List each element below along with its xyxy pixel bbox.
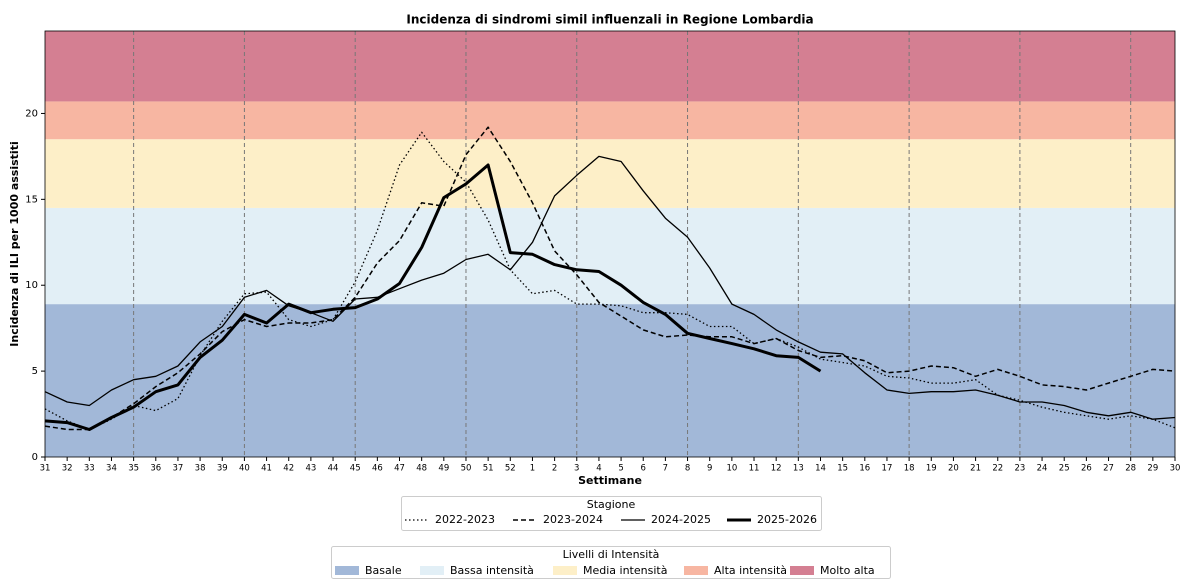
x-tick-label: 28 — [1125, 464, 1136, 474]
legend-title: Stagione — [587, 498, 636, 511]
bands-legend-swatch — [420, 566, 444, 575]
x-tick-label: 24 — [1037, 464, 1048, 474]
legend-label: 2022-2023 — [435, 513, 495, 526]
x-tick-label: 22 — [992, 464, 1003, 474]
x-tick-label: 42 — [283, 464, 294, 474]
intensity-band — [45, 101, 1175, 140]
intensity-band — [45, 304, 1175, 457]
bands-legend-title: Livelli di Intensità — [563, 548, 660, 561]
x-tick-label: 11 — [749, 464, 760, 474]
x-tick-label: 46 — [372, 464, 383, 474]
bands-legend-label: Media intensità — [583, 564, 667, 577]
x-tick-label: 21 — [970, 464, 981, 474]
x-tick-label: 48 — [416, 464, 427, 474]
x-tick-label: 29 — [1147, 464, 1158, 474]
bands-legend-label: Alta intensità — [714, 564, 787, 577]
x-tick-label: 30 — [1170, 464, 1181, 474]
y-tick-label: 10 — [25, 280, 38, 291]
x-tick-label: 41 — [261, 464, 272, 474]
x-tick-label: 40 — [239, 464, 250, 474]
x-tick-label: 33 — [84, 464, 95, 474]
x-tick-label: 5 — [618, 464, 623, 474]
x-tick-label: 7 — [663, 464, 668, 474]
intensity-band — [45, 31, 1175, 102]
bands-legend-label: Basale — [365, 564, 402, 577]
x-tick-label: 26 — [1081, 464, 1092, 474]
x-tick-label: 38 — [195, 464, 206, 474]
x-tick-label: 12 — [771, 464, 782, 474]
x-tick-label: 18 — [904, 464, 915, 474]
x-tick-label: 20 — [948, 464, 959, 474]
legend-label: 2025-2026 — [757, 513, 817, 526]
bands-legend-label: Molto alta — [820, 564, 875, 577]
x-tick-label: 15 — [837, 464, 848, 474]
bands-legend-swatch — [684, 566, 708, 575]
bands-legend-box — [331, 546, 891, 579]
x-tick-label: 27 — [1103, 464, 1114, 474]
x-tick-label: 14 — [815, 464, 826, 474]
x-tick-label: 6 — [641, 464, 646, 474]
x-tick-label: 45 — [350, 464, 361, 474]
chart-title: Incidenza di sindromi simil influenzali … — [406, 13, 813, 27]
bands-legend-swatch — [335, 566, 359, 575]
x-tick-label: 37 — [173, 464, 184, 474]
legend-box — [401, 496, 822, 531]
y-tick-label: 20 — [25, 108, 38, 119]
x-tick-label: 13 — [793, 464, 804, 474]
bands-legend-label: Bassa intensità — [450, 564, 534, 577]
y-tick-label: 15 — [25, 194, 38, 205]
x-tick-label: 51 — [483, 464, 494, 474]
x-tick-label: 1 — [530, 464, 535, 474]
intensity-band — [45, 139, 1175, 208]
x-tick-label: 36 — [150, 464, 161, 474]
legend-label: 2024-2025 — [651, 513, 711, 526]
legend-label: 2023-2024 — [543, 513, 603, 526]
plot-frame — [44, 30, 1176, 458]
x-tick-label: 17 — [882, 464, 893, 474]
x-tick-label: 47 — [394, 464, 405, 474]
series-line — [44, 163, 822, 431]
x-tick-label: 31 — [40, 464, 51, 474]
x-tick-label: 8 — [685, 464, 690, 474]
x-tick-label: 16 — [859, 464, 870, 474]
series-line — [44, 126, 1176, 431]
x-tick-label: 23 — [1014, 464, 1025, 474]
x-axis-label: Settimane — [578, 474, 642, 487]
intensity-band — [45, 207, 1175, 305]
x-tick-label: 2 — [552, 464, 557, 474]
x-tick-label: 43 — [305, 464, 316, 474]
x-tick-label: 35 — [128, 464, 139, 474]
x-tick-label: 39 — [217, 464, 228, 474]
x-tick-label: 49 — [438, 464, 449, 474]
x-tick-label: 25 — [1059, 464, 1070, 474]
x-tick-label: 52 — [505, 464, 516, 474]
series-line — [44, 155, 1176, 420]
y-axis-label: Incidenza di ILI per 1000 assistiti — [8, 141, 21, 346]
x-tick-label: 3 — [574, 464, 579, 474]
bands-legend-swatch — [790, 566, 814, 575]
x-tick-label: 10 — [726, 464, 737, 474]
bands-legend-swatch — [553, 566, 577, 575]
x-tick-label: 50 — [461, 464, 472, 474]
y-tick-label: 0 — [32, 452, 38, 463]
y-tick-label: 5 — [32, 366, 38, 377]
x-tick-label: 19 — [926, 464, 937, 474]
x-tick-label: 44 — [328, 464, 339, 474]
x-tick-label: 34 — [106, 464, 117, 474]
x-tick-label: 9 — [707, 464, 712, 474]
x-tick-label: 32 — [62, 464, 73, 474]
x-tick-label: 4 — [596, 464, 601, 474]
